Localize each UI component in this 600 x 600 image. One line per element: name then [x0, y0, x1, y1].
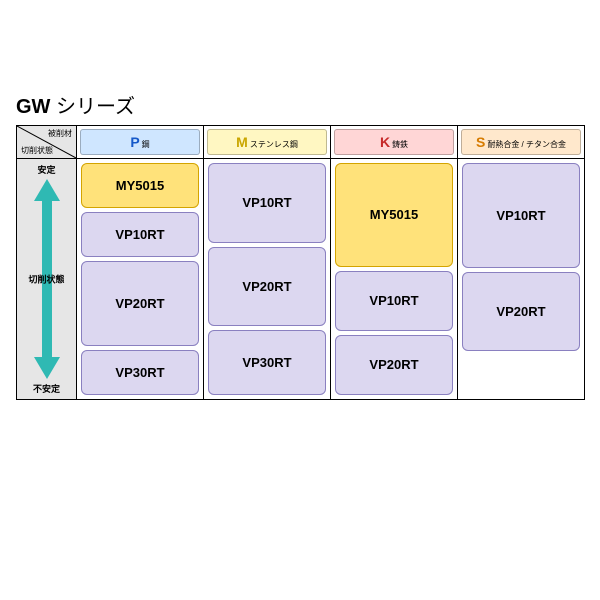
col-sub: 鋳鉄 [392, 139, 408, 150]
grade-chip: VP20RT [208, 247, 326, 327]
grade-chip: MY5015 [335, 163, 453, 267]
axis-cell: 安定 切削状態 不安定 [17, 159, 77, 400]
col-letter: M [236, 135, 248, 149]
grade-chip: VP20RT [81, 261, 199, 346]
col-sub: 耐熱合金 / チタン合金 [487, 139, 566, 150]
body-row: 安定 切削状態 不安定 MY5015VP10RTVP20RTVP30RT VP1… [17, 159, 585, 400]
col-header: K鋳鉄 [331, 126, 458, 159]
material-cell: MY5015VP10RTVP20RTVP30RT [77, 159, 204, 400]
title-light: シリーズ [50, 96, 135, 118]
col-header: P鋼 [77, 126, 204, 159]
material-cell: VP10RTVP20RTVP30RT [204, 159, 331, 400]
axis-mid-label: 切削状態 [17, 273, 76, 286]
material-grade-table: 被削材 切削状態 P鋼 Mステンレス鋼 K鋳鉄 S耐熱合金 / チタン合金 安定… [16, 125, 585, 400]
grade-chip: VP10RT [335, 271, 453, 331]
grade-chip: VP20RT [462, 272, 580, 351]
material-cell: MY5015VP10RTVP20RT [331, 159, 458, 400]
corner-cell: 被削材 切削状態 [17, 126, 77, 159]
col-header: S耐熱合金 / チタン合金 [458, 126, 585, 159]
grade-chip: VP20RT [335, 335, 453, 395]
grade-chip: MY5015 [81, 163, 199, 208]
axis-top-label: 安定 [17, 163, 76, 176]
chart-title: GW シリーズ [16, 90, 584, 119]
axis-bottom-label: 不安定 [17, 382, 76, 395]
grade-chip: VP30RT [208, 330, 326, 395]
material-cell: VP10RTVP20RT [458, 159, 585, 400]
grade-chip: VP30RT [81, 350, 199, 395]
header-row: 被削材 切削状態 P鋼 Mステンレス鋼 K鋳鉄 S耐熱合金 / チタン合金 [17, 126, 585, 159]
col-letter: S [476, 135, 485, 149]
title-bold: GW [16, 96, 50, 118]
col-header: Mステンレス鋼 [204, 126, 331, 159]
col-letter: K [380, 135, 390, 149]
col-sub: 鋼 [142, 139, 150, 150]
col-sub: ステンレス鋼 [250, 139, 298, 150]
grade-chip: VP10RT [81, 212, 199, 257]
diag-top-label: 被削材 [48, 128, 72, 139]
grade-chip: VP10RT [208, 163, 326, 243]
grade-chip: VP10RT [462, 163, 580, 268]
diag-bottom-label: 切削状態 [21, 145, 53, 156]
col-letter: P [130, 135, 139, 149]
